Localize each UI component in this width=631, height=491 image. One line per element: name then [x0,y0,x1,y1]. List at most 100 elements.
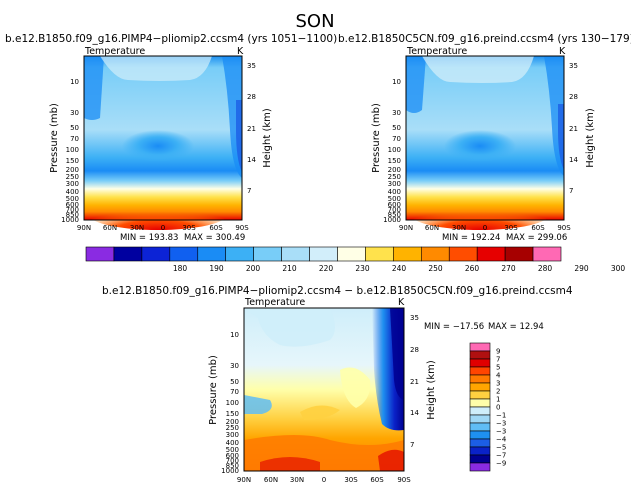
panel3-y2tick-14: 14 [410,409,419,417]
panel1-ytick-600: 600 [66,201,79,209]
panel2-subtitle: Temperature [406,46,467,57]
colorbar-abs-label: 260 [465,264,480,273]
panel3-ytick-300: 300 [226,431,239,439]
panel3-min: MIN = −17.56 [424,322,484,332]
colorbar-diff-label: 5 [496,364,500,372]
panel1-ytick-50: 50 [70,124,79,132]
panel1-ytick-100: 100 [66,146,79,154]
panel1-xtick-90S: 90S [235,224,249,232]
colorbar-abs-label: 180 [173,264,188,273]
panel3-max: MAX = 12.94 [488,322,544,332]
panel1-ytick-30: 30 [70,109,79,117]
colorbar-diff-swatch [469,390,491,400]
colorbar-abs-label: 250 [428,264,443,273]
panel3-ytick-30: 30 [230,362,239,370]
panel1-y2tick-21: 21 [247,125,256,133]
colorbar-abs-swatch [420,246,450,262]
panel1-xtick-90N: 90N [77,224,91,232]
panel3-bottom-axis: 90N 60N 30N 0 30S 60S 90S [237,476,411,484]
colorbar-diff-swatch [469,358,491,368]
colorbar-diff-label: 1 [496,396,500,404]
colorbar-diff-label: 3 [496,380,500,388]
panel3-xtick-60N: 60N [264,476,278,484]
panel3-title: b.e12.B1850.f09_g16.PIMP4−pliomip2.ccsm4… [102,285,573,297]
colorbar-abs-label: 240 [392,264,407,273]
colorbar-abs-swatch [85,246,115,262]
colorbar-abs-swatch [141,246,171,262]
panel2-ytick-30: 30 [392,109,401,117]
page-title: SON [295,11,334,32]
colorbar-diff-swatch [469,406,491,416]
colorbar-diff-swatch [469,430,491,440]
panel3-xtick-90N: 90N [237,476,251,484]
colorbar-absolute: 180 190 200 210 220 230 240 250 260 270 280 290 300 [85,246,625,273]
panel1-y2tick-7: 7 [247,187,251,195]
colorbar-diff-label: 2 [496,388,500,396]
colorbar-abs-label: 200 [246,264,261,273]
panel3-ytick-500: 500 [226,446,239,454]
colorbar-diff-swatch [469,446,491,456]
panel2-min: MIN = 192.24 [442,233,500,243]
colorbar-abs-swatch [476,246,506,262]
panel2-xtick-30N: 30N [452,224,466,232]
panel2-left-axis: 10 30 50 70 100 150 200 250 300 400 500 … [383,78,401,224]
panel2-ytick-600: 600 [388,201,401,209]
colorbar-diff-swatch [469,350,491,360]
colorbar-abs-swatch [448,246,478,262]
panel3-subtitle: Temperature [244,297,305,308]
panel1-units: K [237,46,244,57]
panel2-ytick-400: 400 [388,188,401,196]
colorbar-diff-swatch [469,422,491,432]
panel1-xtick-0: 0 [161,224,165,232]
panel1-left-axis: 10 30 50 70 100 150 200 250 300 400 500 … [61,78,79,224]
colorbar-diff-label: 4 [496,372,501,380]
panel2-y2tick-7: 7 [569,187,573,195]
panel1-ytick-150: 150 [66,157,79,165]
panel2-xtick-90S: 90S [557,224,571,232]
panel1-subtitle: Temperature [84,46,145,57]
panel3-xtick-30N: 30N [290,476,304,484]
panel2-ytick-150: 150 [388,157,401,165]
panel1-ytick-850: 850 [66,211,79,219]
panel1-ytick-200: 200 [66,166,79,174]
panel2-xtick-30S: 30S [504,224,518,232]
colorbar-abs-swatch [113,246,143,262]
panel2-ytick-70: 70 [392,135,401,143]
panel3-left-axis: 10 30 50 70 100 150 200 250 300 400 500 … [221,331,239,475]
colorbar-diff-label: −4 [496,436,507,444]
panel1-xtick-60S: 60S [209,224,223,232]
panel3-ytick-250: 250 [226,424,239,432]
colorbar-abs-swatch [309,246,338,262]
panel3-xtick-90S: 90S [397,476,411,484]
panel2-y2tick-14: 14 [569,156,578,164]
panel2-ytick-100: 100 [388,146,401,154]
panel3-field [243,307,405,472]
panel3-y2tick-35: 35 [410,314,419,322]
panel-difference: b.e12.B1850.f09_g16.PIMP4−pliomip2.ccsm4… [102,285,573,484]
panel3-ytick-10: 10 [230,331,239,339]
colorbar-abs-swatch [197,246,227,262]
panel3-y2tick-7: 7 [410,441,414,449]
panel2-ytick-700: 700 [388,206,401,214]
colorbar-abs-swatch [253,246,282,262]
panel3-xtick-0: 0 [322,476,326,484]
panel3-xtick-30S: 30S [344,476,358,484]
panel2-xtick-60S: 60S [531,224,545,232]
panel-pliomip: b.e12.B1850.f09_g16.PIMP4−pliomip2.ccsm4… [5,33,337,243]
colorbar-diff-swatch [469,374,491,384]
panel3-ytick-700: 700 [226,457,239,465]
colorbar-abs-swatch [281,246,310,262]
panel-preind: b.e12.B1850C5CN.f09_g16.preind.ccsm4 (yr… [338,33,631,243]
colorbar-diff-swatch [469,414,491,424]
panel2-max: MAX = 299.06 [506,233,567,243]
panel2-y2tick-21: 21 [569,125,578,133]
panel1-ylabel: Pressure (mb) [49,103,60,173]
colorbar-diff-label: −1 [496,412,506,420]
colorbar-diff-label: 0 [496,404,500,412]
panel2-right-axis: 35 28 21 14 7 [569,62,578,195]
colorbar-diff-label: −5 [496,444,506,452]
colorbar-abs-swatch [532,246,562,262]
panel2-y2tick-28: 28 [569,93,578,101]
